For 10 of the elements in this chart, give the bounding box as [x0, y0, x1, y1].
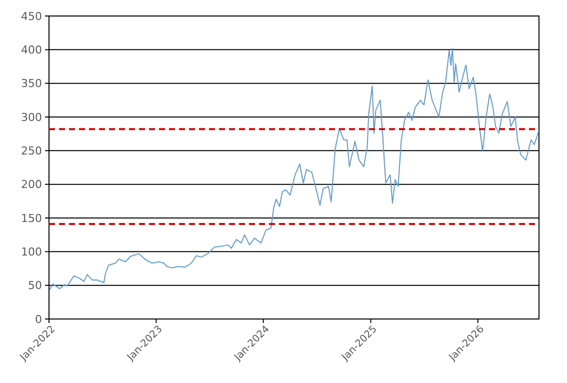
y-tick-label: 300 [21, 110, 42, 124]
y-tick-label: 350 [21, 77, 42, 90]
y-tick-label: 400 [21, 44, 42, 57]
y-tick-label: 50 [28, 279, 42, 292]
y-tick-label: 150 [21, 212, 42, 225]
y-tick-label: 250 [21, 144, 42, 158]
y-tick-label: 200 [21, 178, 42, 192]
y-tick-label: 450 [21, 10, 42, 23]
y-tick-label: 100 [21, 246, 42, 259]
y-tick-label: 0 [35, 312, 42, 326]
